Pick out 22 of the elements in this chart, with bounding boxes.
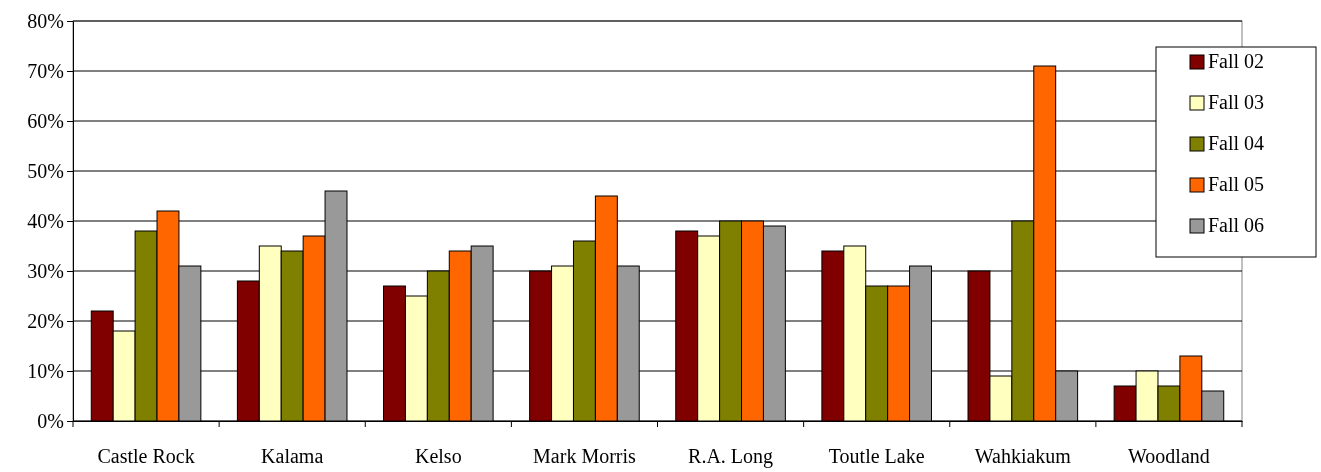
- y-tick-label: 60%: [27, 109, 64, 132]
- legend-label: Fall 03: [1208, 91, 1265, 113]
- legend-label: Fall 05: [1208, 173, 1265, 195]
- y-tick-label: 40%: [27, 209, 64, 232]
- x-tick-label: Kalama: [261, 445, 324, 468]
- legend-label: Fall 04: [1208, 132, 1265, 154]
- y-tick-label: 10%: [27, 359, 64, 382]
- y-tick-label: 0%: [37, 409, 64, 432]
- x-tick-label: Mark Morris: [533, 445, 637, 468]
- x-tick-label: Wahkiakum: [974, 445, 1072, 468]
- y-tick-label: 20%: [27, 309, 64, 332]
- x-tick-label: Castle Rock: [97, 445, 195, 468]
- legend-label: Fall 06: [1208, 214, 1265, 236]
- y-tick-label: 80%: [27, 9, 64, 32]
- y-tick-label: 70%: [27, 59, 64, 82]
- x-tick-label: R.A. Long: [688, 445, 774, 469]
- y-tick-label: 50%: [27, 159, 64, 182]
- x-tick-label: Kelso: [414, 445, 462, 468]
- x-tick-label: Woodland: [1128, 445, 1210, 468]
- y-tick-label: 30%: [27, 259, 64, 282]
- x-tick-label: Toutle Lake: [828, 445, 925, 468]
- legend-label: Fall 02: [1208, 50, 1265, 72]
